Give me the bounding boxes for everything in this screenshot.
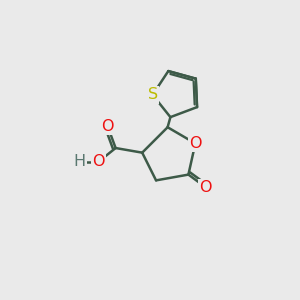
Text: O: O	[92, 154, 105, 169]
Text: O: O	[200, 180, 212, 195]
Text: H: H	[74, 154, 86, 169]
Text: O: O	[101, 118, 114, 134]
Text: O: O	[189, 136, 202, 151]
Text: S: S	[148, 87, 158, 102]
